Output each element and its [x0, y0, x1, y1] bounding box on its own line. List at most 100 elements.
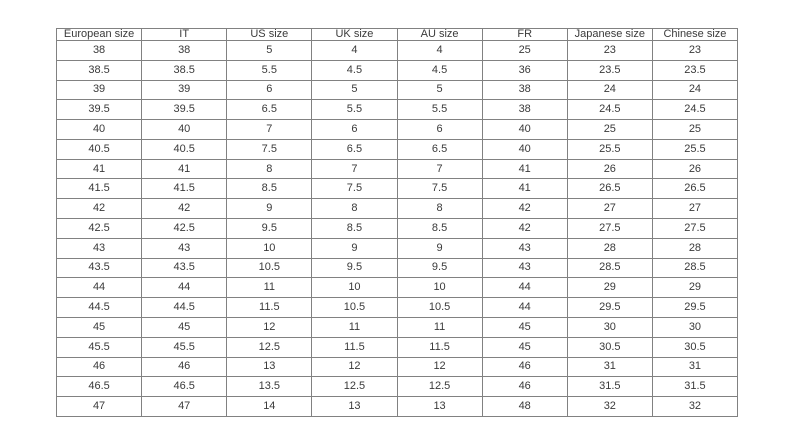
table-cell: 23.5 — [651, 59, 739, 81]
table-cell: 40 — [141, 119, 228, 140]
table-cell: 45 — [481, 336, 568, 358]
table-row: 41 41 8 7 7 41 26 26 — [55, 158, 739, 180]
table-cell: 44.5 — [55, 297, 143, 318]
table-header-row: European size IT US size UK size AU size FR Ja… — [55, 28, 739, 41]
table-cell: 26 — [566, 158, 653, 180]
table-cell: 10 — [311, 277, 398, 299]
size-conversion-table-container: European size IT US size UK size AU size FR Ja… — [55, 28, 739, 417]
table-cell: 30.5 — [566, 336, 653, 358]
table-cell: 40 — [481, 119, 568, 140]
table-cell: 29 — [651, 277, 739, 299]
table-row: 38 38 5 4 4 25 23 23 — [55, 40, 739, 61]
table-cell: 8 — [396, 198, 483, 220]
table-cell: 39.5 — [141, 99, 228, 121]
table-cell: 11.5 — [311, 336, 398, 358]
table-cell: 6 — [311, 119, 398, 140]
table-row: 44 44 11 10 10 44 29 29 — [55, 277, 739, 299]
table-cell: 12.5 — [396, 376, 483, 398]
table-cell: 26 — [651, 158, 739, 180]
table-cell: 38 — [141, 40, 228, 61]
table-cell: 8 — [311, 198, 398, 220]
column-header: Chinese size — [651, 28, 739, 41]
table-cell: 45 — [481, 316, 568, 338]
table-body: 38 38 5 4 4 25 23 23 38.5 38.5 5.5 4.5 4.5 36 23.5 23.5… — [55, 40, 739, 417]
table-cell: 27.5 — [566, 218, 653, 239]
table-cell: 46.5 — [141, 376, 228, 398]
table-cell: 12 — [226, 316, 313, 338]
table-cell: 38.5 — [55, 59, 143, 81]
table-cell: 42.5 — [141, 218, 228, 239]
table-cell: 27 — [566, 198, 653, 220]
table-cell: 31.5 — [566, 376, 653, 398]
table-cell: 40 — [55, 119, 143, 140]
table-cell: 9 — [226, 198, 313, 220]
table-row: 39 39 6 5 5 38 24 24 — [55, 79, 739, 101]
table-cell: 41 — [481, 178, 568, 200]
table-cell: 41 — [141, 158, 228, 180]
table-row: 41.5 41.5 8.5 7.5 7.5 41 26.5 26.5 — [55, 178, 739, 200]
table-cell: 10 — [396, 277, 483, 299]
table-cell: 9.5 — [226, 218, 313, 239]
table-cell: 11.5 — [226, 297, 313, 318]
table-cell: 29.5 — [566, 297, 653, 318]
table-cell: 47 — [141, 396, 228, 417]
table-cell: 42 — [141, 198, 228, 220]
table-cell: 41 — [55, 158, 143, 180]
table-cell: 24.5 — [651, 99, 739, 121]
table-cell: 7.5 — [396, 178, 483, 200]
table-cell: 43 — [141, 237, 228, 259]
table-cell: 43 — [481, 257, 568, 279]
table-cell: 9 — [396, 237, 483, 259]
column-header: European size — [55, 28, 143, 41]
table-cell: 29 — [566, 277, 653, 299]
column-header: FR — [481, 28, 568, 41]
table-cell: 9.5 — [311, 257, 398, 279]
table-cell: 40.5 — [141, 138, 228, 160]
table-cell: 8 — [226, 158, 313, 180]
table-cell: 5 — [396, 79, 483, 101]
table-cell: 24 — [651, 79, 739, 101]
table-cell: 45.5 — [55, 336, 143, 358]
table-cell: 44 — [481, 297, 568, 318]
table-cell: 46 — [481, 376, 568, 398]
table-cell: 42.5 — [55, 218, 143, 239]
table-cell: 32 — [651, 396, 739, 417]
table-cell: 42 — [481, 198, 568, 220]
table-cell: 9.5 — [396, 257, 483, 279]
table-cell: 44 — [141, 277, 228, 299]
table-cell: 25.5 — [566, 138, 653, 160]
table-cell: 4 — [396, 40, 483, 61]
table-header: European size IT US size UK size AU size FR Ja… — [55, 28, 739, 41]
table-cell: 4.5 — [396, 59, 483, 81]
table-cell: 11 — [396, 316, 483, 338]
table-row: 45 45 12 11 11 45 30 30 — [55, 316, 739, 338]
table-cell: 7.5 — [311, 178, 398, 200]
column-header: UK size — [311, 28, 398, 41]
table-cell: 5 — [311, 79, 398, 101]
table-cell: 38 — [481, 79, 568, 101]
table-cell: 44 — [55, 277, 143, 299]
table-cell: 6 — [396, 119, 483, 140]
table-cell: 9 — [311, 237, 398, 259]
table-cell: 28 — [566, 237, 653, 259]
table-cell: 46 — [141, 356, 228, 378]
table-cell: 31 — [566, 356, 653, 378]
table-cell: 25.5 — [651, 138, 739, 160]
table-cell: 27.5 — [651, 218, 739, 239]
table-cell: 30 — [651, 316, 739, 338]
table-cell: 6.5 — [226, 99, 313, 121]
table-cell: 12.5 — [311, 376, 398, 398]
table-cell: 30.5 — [651, 336, 739, 358]
table-cell: 8.5 — [226, 178, 313, 200]
table-cell: 48 — [481, 396, 568, 417]
table-cell: 7 — [311, 158, 398, 180]
table-cell: 23.5 — [566, 59, 653, 81]
table-cell: 12 — [396, 356, 483, 378]
table-cell: 46 — [481, 356, 568, 378]
table-cell: 14 — [226, 396, 313, 417]
table-cell: 7 — [226, 119, 313, 140]
table-cell: 45 — [141, 316, 228, 338]
table-cell: 25 — [651, 119, 739, 140]
table-cell: 44 — [481, 277, 568, 299]
table-cell: 38 — [55, 40, 143, 61]
